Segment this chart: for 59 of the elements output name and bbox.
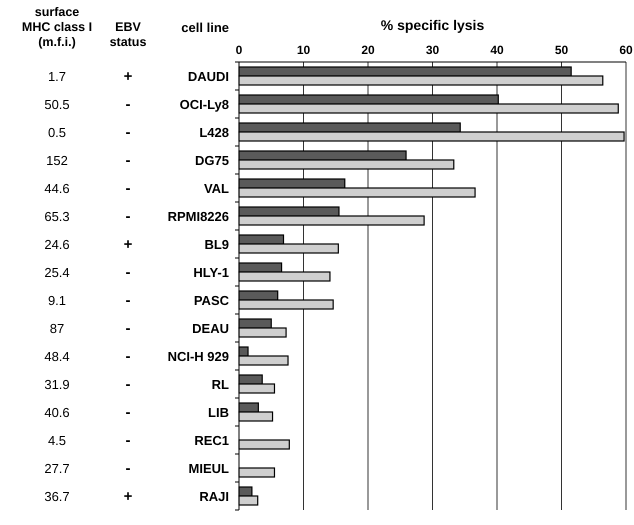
- x-tick-label: 0: [236, 43, 243, 57]
- text: -: [126, 96, 130, 113]
- text: 36.7: [44, 489, 70, 504]
- text: 87: [50, 321, 64, 336]
- y-tick-label: NCI-H 929: [168, 349, 229, 364]
- text: 50.5: [44, 97, 70, 112]
- text: -: [126, 180, 130, 197]
- y-tick-label: VAL: [204, 181, 230, 196]
- text: -: [126, 152, 130, 169]
- text: surface MHC class I (m.f.i.): [22, 5, 92, 49]
- text: -: [126, 404, 130, 421]
- text: 65.3: [44, 209, 70, 224]
- y-tick-label: DEAU: [192, 321, 229, 336]
- text: -: [126, 376, 130, 393]
- text: 0.5: [48, 125, 66, 140]
- y-tick-label: HLY-1: [193, 265, 229, 280]
- text: 31.9: [44, 377, 70, 392]
- text: 9.1: [48, 293, 66, 308]
- text: -: [126, 208, 130, 225]
- x-tick-label: 20: [361, 43, 375, 57]
- text: 1.7: [48, 69, 66, 84]
- y-tick-label: DAUDI: [188, 69, 229, 84]
- text: 152: [46, 153, 68, 168]
- x-tick-label: 30: [426, 43, 440, 57]
- x-tick-label: 60: [619, 43, 633, 57]
- text: -: [126, 432, 130, 449]
- x-tick-label: 50: [554, 43, 568, 57]
- y-tick-label: RPMI8226: [168, 209, 229, 224]
- text: 24.6: [44, 237, 70, 252]
- y-tick-label: PASC: [194, 293, 230, 308]
- x-tick-label: 40: [490, 43, 504, 57]
- y-tick-label: MIEUL: [188, 461, 230, 476]
- text: +: [124, 68, 133, 85]
- text: -: [126, 264, 130, 281]
- text: EBV status: [110, 20, 146, 49]
- text: +: [124, 488, 133, 505]
- text: -: [126, 460, 130, 477]
- text: -: [126, 348, 130, 365]
- y-tick-label: L428: [199, 125, 229, 140]
- text: 27.7: [44, 461, 70, 476]
- y-tick-label: RL: [212, 377, 230, 392]
- y-tick-label: RAJI: [199, 489, 229, 504]
- y-tick-label: LIB: [208, 405, 229, 420]
- text: 40.6: [44, 405, 70, 420]
- text: 4.5: [48, 433, 66, 448]
- text: -: [126, 124, 130, 141]
- text: 25.4: [44, 265, 70, 280]
- y-tick-label: OCI-Ly8: [180, 97, 229, 112]
- text: 44.6: [44, 181, 70, 196]
- text: -: [126, 320, 130, 337]
- text: +: [124, 236, 133, 253]
- y-axis-title: cell line: [181, 20, 229, 35]
- x-tick-label: 10: [296, 43, 310, 57]
- y-tick-label: BL9: [204, 237, 229, 252]
- text: -: [126, 292, 130, 309]
- y-tick-label: REC1: [194, 433, 229, 448]
- y-tick-label: DG75: [195, 153, 229, 168]
- x-axis-title: % specific lysis: [380, 17, 484, 33]
- text: 48.4: [44, 349, 70, 364]
